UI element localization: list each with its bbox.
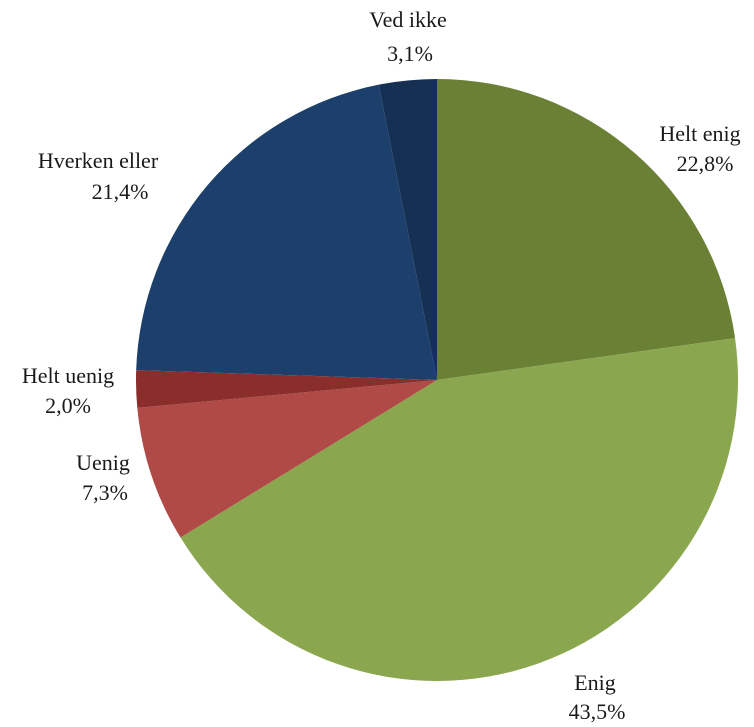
pie-slice <box>137 380 438 538</box>
pie-slice <box>180 338 738 681</box>
slice-label: Helt uenig <box>22 363 114 388</box>
slice-value-label: 43,5% <box>569 699 626 724</box>
slice-label: Uenig <box>76 450 130 475</box>
slice-value-label: 2,0% <box>45 393 91 418</box>
slice-label: Enig <box>574 670 616 695</box>
pie-slice <box>136 370 437 408</box>
slice-label: Helt enig <box>659 121 740 146</box>
slice-value-label: 7,3% <box>82 480 128 505</box>
pie-slice <box>437 79 736 380</box>
slice-value-label: 3,1% <box>387 41 433 66</box>
slice-value-label: 21,4% <box>92 179 149 204</box>
slice-label: Hverken eller <box>38 148 159 173</box>
pie-slice <box>136 84 437 380</box>
pie-slice <box>378 79 437 380</box>
slice-value-label: 22,8% <box>677 151 734 176</box>
slice-label: Ved ikke <box>369 7 447 32</box>
